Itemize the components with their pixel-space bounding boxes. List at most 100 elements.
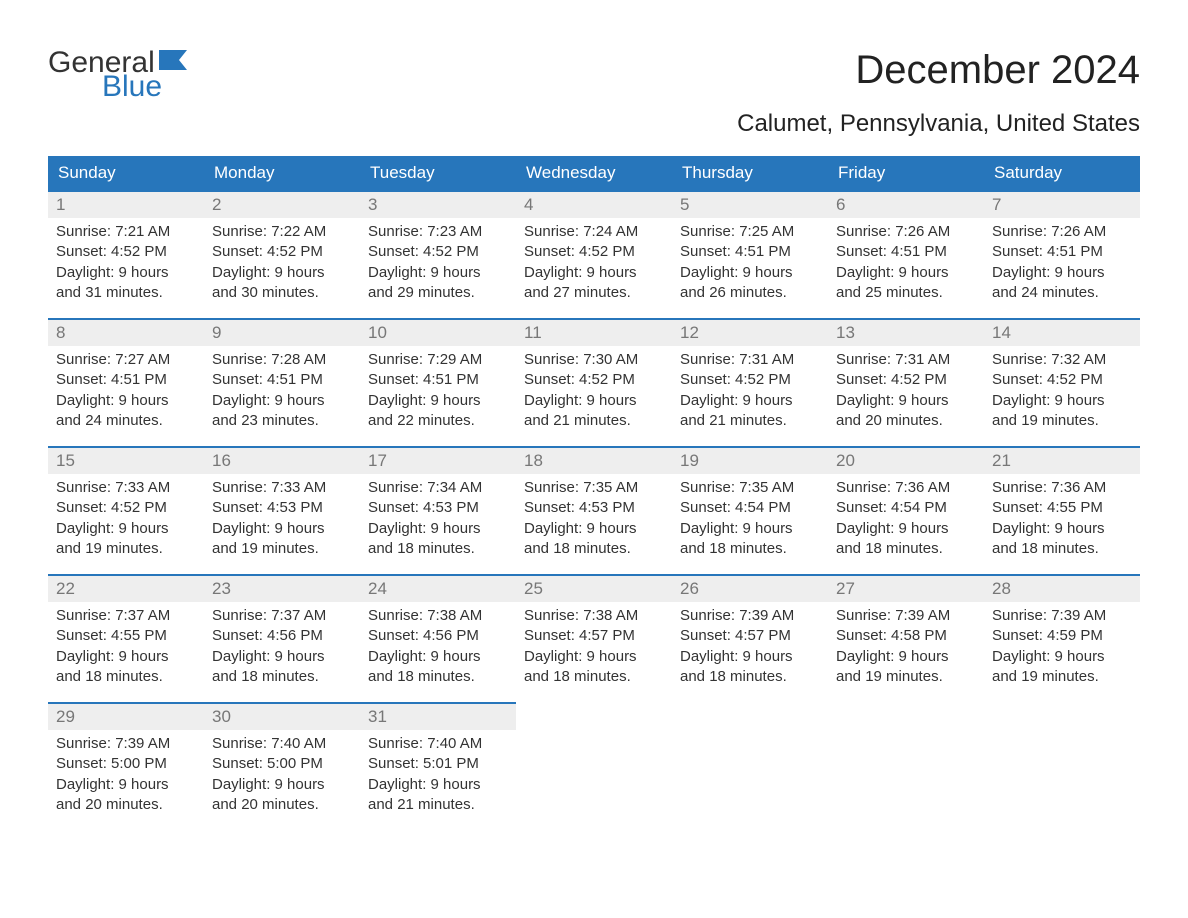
day-sunset: Sunset: 4:53 PM — [524, 498, 664, 518]
day-number: 23 — [204, 576, 360, 602]
day-body: Sunrise: 7:28 AMSunset: 4:51 PMDaylight:… — [204, 346, 360, 441]
day-daylight2: and 27 minutes. — [524, 283, 664, 303]
day-number: 24 — [360, 576, 516, 602]
day-daylight2: and 21 minutes. — [524, 411, 664, 431]
day-daylight2: and 26 minutes. — [680, 283, 820, 303]
day-daylight1: Daylight: 9 hours — [836, 647, 976, 667]
day-sunset: Sunset: 4:54 PM — [836, 498, 976, 518]
day-number: 7 — [984, 192, 1140, 218]
day-number: 22 — [48, 576, 204, 602]
day-sunset: Sunset: 4:59 PM — [992, 626, 1132, 646]
day-number: 15 — [48, 448, 204, 474]
calendar-cell: 11Sunrise: 7:30 AMSunset: 4:52 PMDayligh… — [516, 319, 672, 447]
day-sunset: Sunset: 4:51 PM — [680, 242, 820, 262]
day-daylight2: and 25 minutes. — [836, 283, 976, 303]
calendar-cell: 24Sunrise: 7:38 AMSunset: 4:56 PMDayligh… — [360, 575, 516, 703]
day-number: 28 — [984, 576, 1140, 602]
day-daylight1: Daylight: 9 hours — [680, 519, 820, 539]
day-body: Sunrise: 7:38 AMSunset: 4:57 PMDaylight:… — [516, 602, 672, 697]
day-body: Sunrise: 7:34 AMSunset: 4:53 PMDaylight:… — [360, 474, 516, 569]
day-daylight2: and 18 minutes. — [368, 667, 508, 687]
day-number: 3 — [360, 192, 516, 218]
day-daylight2: and 18 minutes. — [212, 667, 352, 687]
day-sunrise: Sunrise: 7:27 AM — [56, 350, 196, 370]
day-daylight2: and 29 minutes. — [368, 283, 508, 303]
day-sunrise: Sunrise: 7:39 AM — [56, 734, 196, 754]
day-daylight2: and 23 minutes. — [212, 411, 352, 431]
day-body: Sunrise: 7:22 AMSunset: 4:52 PMDaylight:… — [204, 218, 360, 313]
day-sunset: Sunset: 4:52 PM — [212, 242, 352, 262]
day-sunrise: Sunrise: 7:39 AM — [992, 606, 1132, 626]
day-body: Sunrise: 7:36 AMSunset: 4:54 PMDaylight:… — [828, 474, 984, 569]
day-daylight2: and 30 minutes. — [212, 283, 352, 303]
day-number: 1 — [48, 192, 204, 218]
day-sunrise: Sunrise: 7:21 AM — [56, 222, 196, 242]
day-daylight2: and 18 minutes. — [368, 539, 508, 559]
day-body: Sunrise: 7:39 AMSunset: 4:58 PMDaylight:… — [828, 602, 984, 697]
day-daylight2: and 24 minutes. — [56, 411, 196, 431]
calendar-week-row: 1Sunrise: 7:21 AMSunset: 4:52 PMDaylight… — [48, 191, 1140, 319]
day-sunrise: Sunrise: 7:26 AM — [836, 222, 976, 242]
day-daylight2: and 19 minutes. — [992, 411, 1132, 431]
day-sunset: Sunset: 4:51 PM — [992, 242, 1132, 262]
calendar-cell: 31Sunrise: 7:40 AMSunset: 5:01 PMDayligh… — [360, 703, 516, 831]
day-daylight1: Daylight: 9 hours — [992, 391, 1132, 411]
day-daylight2: and 18 minutes. — [680, 667, 820, 687]
calendar-week-row: 15Sunrise: 7:33 AMSunset: 4:52 PMDayligh… — [48, 447, 1140, 575]
day-daylight1: Daylight: 9 hours — [56, 263, 196, 283]
day-body: Sunrise: 7:35 AMSunset: 4:53 PMDaylight:… — [516, 474, 672, 569]
calendar-cell: 2Sunrise: 7:22 AMSunset: 4:52 PMDaylight… — [204, 191, 360, 319]
day-sunrise: Sunrise: 7:33 AM — [212, 478, 352, 498]
header-row: General Blue December 2024 — [48, 48, 1140, 102]
calendar-cell — [984, 703, 1140, 831]
day-daylight1: Daylight: 9 hours — [992, 263, 1132, 283]
calendar-cell: 19Sunrise: 7:35 AMSunset: 4:54 PMDayligh… — [672, 447, 828, 575]
day-daylight1: Daylight: 9 hours — [368, 647, 508, 667]
day-sunset: Sunset: 4:52 PM — [524, 242, 664, 262]
day-daylight1: Daylight: 9 hours — [836, 263, 976, 283]
day-sunset: Sunset: 4:53 PM — [368, 498, 508, 518]
day-sunset: Sunset: 4:52 PM — [680, 370, 820, 390]
day-sunrise: Sunrise: 7:37 AM — [212, 606, 352, 626]
day-sunset: Sunset: 4:56 PM — [368, 626, 508, 646]
day-body: Sunrise: 7:35 AMSunset: 4:54 PMDaylight:… — [672, 474, 828, 569]
day-body: Sunrise: 7:40 AMSunset: 5:01 PMDaylight:… — [360, 730, 516, 825]
day-body: Sunrise: 7:33 AMSunset: 4:52 PMDaylight:… — [48, 474, 204, 569]
day-sunset: Sunset: 4:53 PM — [212, 498, 352, 518]
calendar-cell: 23Sunrise: 7:37 AMSunset: 4:56 PMDayligh… — [204, 575, 360, 703]
day-number: 21 — [984, 448, 1140, 474]
day-body: Sunrise: 7:23 AMSunset: 4:52 PMDaylight:… — [360, 218, 516, 313]
calendar-cell: 5Sunrise: 7:25 AMSunset: 4:51 PMDaylight… — [672, 191, 828, 319]
day-daylight1: Daylight: 9 hours — [992, 519, 1132, 539]
day-sunrise: Sunrise: 7:40 AM — [368, 734, 508, 754]
calendar-week-row: 8Sunrise: 7:27 AMSunset: 4:51 PMDaylight… — [48, 319, 1140, 447]
day-number: 16 — [204, 448, 360, 474]
day-body: Sunrise: 7:29 AMSunset: 4:51 PMDaylight:… — [360, 346, 516, 441]
day-sunset: Sunset: 4:56 PM — [212, 626, 352, 646]
page-title: December 2024 — [855, 48, 1140, 93]
day-sunset: Sunset: 4:52 PM — [368, 242, 508, 262]
day-daylight1: Daylight: 9 hours — [680, 647, 820, 667]
calendar-cell: 9Sunrise: 7:28 AMSunset: 4:51 PMDaylight… — [204, 319, 360, 447]
day-body: Sunrise: 7:25 AMSunset: 4:51 PMDaylight:… — [672, 218, 828, 313]
calendar-cell: 14Sunrise: 7:32 AMSunset: 4:52 PMDayligh… — [984, 319, 1140, 447]
day-body: Sunrise: 7:26 AMSunset: 4:51 PMDaylight:… — [828, 218, 984, 313]
day-sunrise: Sunrise: 7:32 AM — [992, 350, 1132, 370]
day-body: Sunrise: 7:37 AMSunset: 4:56 PMDaylight:… — [204, 602, 360, 697]
day-number: 19 — [672, 448, 828, 474]
day-body: Sunrise: 7:21 AMSunset: 4:52 PMDaylight:… — [48, 218, 204, 313]
day-daylight2: and 20 minutes. — [836, 411, 976, 431]
day-sunrise: Sunrise: 7:23 AM — [368, 222, 508, 242]
day-sunset: Sunset: 4:52 PM — [56, 498, 196, 518]
day-body: Sunrise: 7:38 AMSunset: 4:56 PMDaylight:… — [360, 602, 516, 697]
day-sunset: Sunset: 4:51 PM — [212, 370, 352, 390]
logo-word2: Blue — [102, 72, 191, 102]
day-number: 5 — [672, 192, 828, 218]
day-sunrise: Sunrise: 7:31 AM — [680, 350, 820, 370]
day-body: Sunrise: 7:37 AMSunset: 4:55 PMDaylight:… — [48, 602, 204, 697]
weekday-header-row: Sunday Monday Tuesday Wednesday Thursday… — [48, 156, 1140, 191]
day-sunrise: Sunrise: 7:39 AM — [680, 606, 820, 626]
day-daylight2: and 22 minutes. — [368, 411, 508, 431]
calendar-cell: 3Sunrise: 7:23 AMSunset: 4:52 PMDaylight… — [360, 191, 516, 319]
day-daylight2: and 24 minutes. — [992, 283, 1132, 303]
